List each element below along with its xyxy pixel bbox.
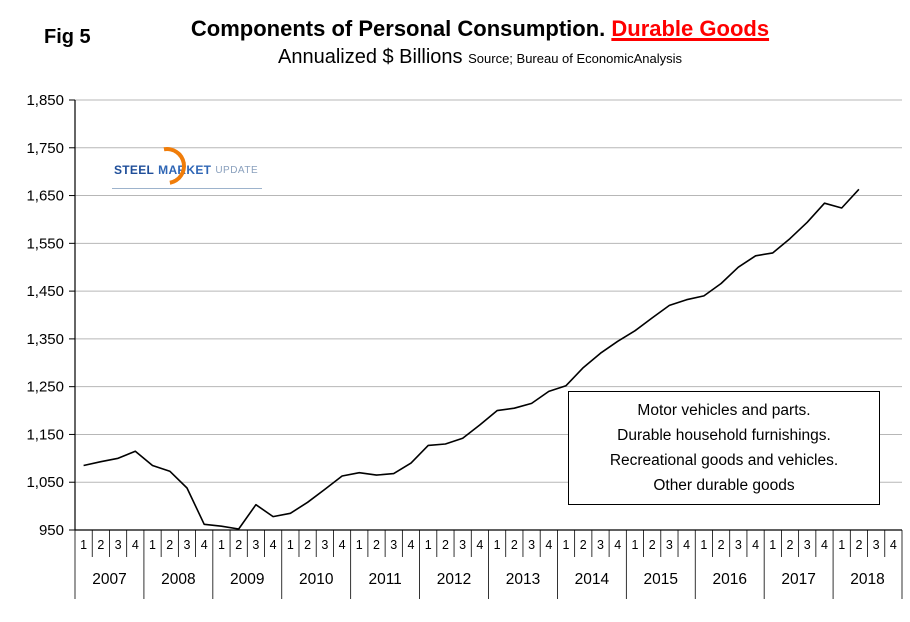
quarter-label: 3 (666, 538, 673, 552)
quarter-label: 4 (132, 538, 139, 552)
y-axis-label: 1,450 (26, 283, 64, 300)
y-axis-label: 1,250 (26, 379, 64, 396)
quarter-label: 2 (855, 538, 862, 552)
year-label: 2012 (437, 571, 471, 588)
quarter-label: 4 (407, 538, 414, 552)
quarter-label: 2 (97, 538, 104, 552)
quarter-label: 1 (218, 538, 225, 552)
quarter-label: 3 (184, 538, 191, 552)
quarter-label: 2 (511, 538, 518, 552)
year-label: 2016 (712, 571, 746, 588)
quarter-label: 4 (476, 538, 483, 552)
quarter-label: 4 (270, 538, 277, 552)
year-label: 2010 (299, 571, 334, 588)
quarter-label: 3 (390, 538, 397, 552)
quarter-label: 2 (166, 538, 173, 552)
legend-line-1: Motor vehicles and parts. (637, 402, 811, 419)
quarter-label: 4 (201, 538, 208, 552)
quarter-label: 1 (425, 538, 432, 552)
quarter-label: 1 (494, 538, 501, 552)
quarter-label: 2 (235, 538, 242, 552)
y-axis-label: 1,150 (26, 426, 64, 443)
y-axis-label: 950 (39, 522, 64, 539)
year-label: 2013 (506, 571, 540, 588)
year-label: 2008 (161, 571, 195, 588)
quarter-label: 1 (563, 538, 570, 552)
legend-box: Motor vehicles and parts. Durable househ… (568, 391, 880, 505)
quarter-label: 1 (149, 538, 156, 552)
year-label: 2018 (850, 571, 884, 588)
logo-text-update: UPDATE (215, 164, 259, 176)
chart-subtitle: Annualized $ Billions Source; Bureau of … (60, 46, 900, 69)
chart-source: Source; Bureau of EconomicAnalysis (468, 51, 682, 66)
legend-line-4: Other durable goods (653, 477, 795, 494)
quarter-label: 3 (735, 538, 742, 552)
figure-number: Fig 5 (44, 26, 91, 48)
quarter-label: 3 (321, 538, 328, 552)
y-axis-label: 1,350 (26, 331, 64, 348)
quarter-label: 3 (804, 538, 811, 552)
quarter-label: 3 (597, 538, 604, 552)
y-axis-label: 1,850 (26, 92, 64, 109)
quarter-label: 3 (528, 538, 535, 552)
quarter-label: 1 (287, 538, 294, 552)
y-axis-label: 1,050 (26, 474, 64, 491)
quarter-label: 2 (580, 538, 587, 552)
quarter-label: 2 (649, 538, 656, 552)
chart-subtitle-text: Annualized $ Billions (277, 46, 463, 68)
quarter-label: 3 (115, 538, 122, 552)
quarter-label: 4 (683, 538, 690, 552)
year-label: 2009 (230, 571, 264, 588)
quarter-label: 4 (339, 538, 346, 552)
year-label: 2007 (92, 571, 126, 588)
year-label: 2011 (368, 571, 401, 588)
quarter-label: 4 (890, 538, 897, 552)
y-axis-label: 1,650 (26, 188, 64, 205)
quarter-label: 3 (252, 538, 259, 552)
quarter-label: 4 (545, 538, 552, 552)
chart-title: Components of Personal Consumption. Dura… (60, 16, 900, 42)
quarter-label: 3 (873, 538, 880, 552)
quarter-label: 1 (80, 538, 87, 552)
quarter-label: 1 (356, 538, 363, 552)
quarter-label: 1 (838, 538, 845, 552)
year-label: 2014 (575, 571, 610, 588)
y-axis-label: 1,750 (26, 140, 64, 157)
quarter-label: 1 (631, 538, 638, 552)
durable-goods-data-line (83, 188, 860, 530)
quarter-label: 4 (614, 538, 621, 552)
quarter-label: 1 (700, 538, 707, 552)
quarter-label: 2 (442, 538, 449, 552)
legend-line-2: Durable household furnishings. (617, 427, 831, 444)
quarter-label: 2 (373, 538, 380, 552)
logo-text-market: MARKET (158, 163, 212, 177)
steel-market-update-logo: STEEL MARKET UPDATE (112, 139, 263, 193)
quarter-label: 2 (304, 538, 311, 552)
quarter-label: 3 (459, 538, 466, 552)
quarter-label: 4 (821, 538, 828, 552)
quarter-label: 4 (752, 538, 759, 552)
quarter-label: 2 (787, 538, 794, 552)
quarter-label: 2 (718, 538, 725, 552)
year-label: 2017 (781, 571, 815, 588)
quarter-label: 1 (769, 538, 776, 552)
chart-title-highlight: Durable Goods (611, 16, 770, 41)
year-label: 2015 (644, 571, 678, 588)
y-axis-label: 1,550 (26, 235, 64, 252)
chart-title-main: Components of Personal Consumption. (190, 16, 612, 41)
logo-text-steel: STEEL (114, 163, 155, 177)
legend-line-3: Recreational goods and vehicles. (609, 452, 839, 469)
chart-header: Components of Personal Consumption. Dura… (60, 16, 900, 69)
